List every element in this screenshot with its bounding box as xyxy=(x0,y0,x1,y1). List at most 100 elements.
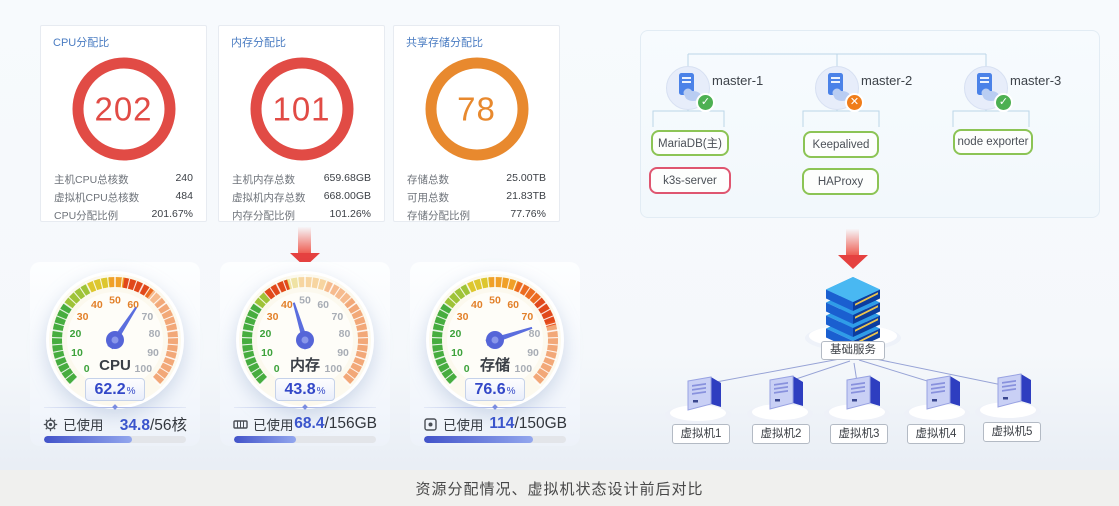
cluster-topology-panel: ✓ master-1 MariaDB(主) k3s-server ✕ maste… xyxy=(640,30,1100,218)
cpu-gauge: 0 10 20 30 40 50 60 70 80 90 100 CPU 62.2% 已使用 34.8… xyxy=(30,262,200,446)
divider xyxy=(44,404,186,410)
donut-ring: 202 xyxy=(72,57,175,161)
svg-text:90: 90 xyxy=(147,347,159,359)
svg-text:50: 50 xyxy=(109,295,121,307)
svg-text:60: 60 xyxy=(507,299,519,311)
service-box: Keepalived xyxy=(803,131,879,158)
vm-topology xyxy=(665,277,1041,425)
card-title: 内存分配比 xyxy=(231,37,286,49)
svg-text:0: 0 xyxy=(464,363,470,375)
storage-icon xyxy=(423,417,438,432)
master-node: ✓ xyxy=(964,66,1013,112)
donut-value: 78 xyxy=(457,90,496,127)
svg-text:70: 70 xyxy=(142,311,154,323)
gauge-percent: 76.6 xyxy=(474,380,506,398)
svg-text:100: 100 xyxy=(325,363,343,375)
svg-text:80: 80 xyxy=(149,328,161,340)
master-server-icon xyxy=(679,73,701,101)
master-name: master-3 xyxy=(1010,73,1062,88)
stat-row: 存储总数 25.00TB xyxy=(407,172,546,186)
usage-progress-bar xyxy=(234,436,376,443)
stat-row: 虚拟机CPU总核数 484 xyxy=(54,190,193,204)
svg-text:40: 40 xyxy=(91,299,103,311)
usage-row: 已使用 114/150GB xyxy=(423,413,567,435)
svg-text:100: 100 xyxy=(135,363,153,375)
vm-label: 虚拟机5 xyxy=(983,422,1041,442)
master-name: master-1 xyxy=(712,73,764,88)
stat-row: 主机内存总数 659.68GB xyxy=(232,172,371,186)
vm-icon xyxy=(846,375,881,410)
service-box: MariaDB(主) xyxy=(651,130,729,156)
vm-label: 虚拟机4 xyxy=(907,424,965,444)
stat-row: 主机CPU总核数 240 xyxy=(54,172,193,186)
vm-icon xyxy=(997,373,1032,408)
server-stack-icon xyxy=(826,277,880,350)
svg-text:90: 90 xyxy=(337,347,349,359)
svg-text:10: 10 xyxy=(71,347,83,359)
svg-text:40: 40 xyxy=(281,299,293,311)
vm-connector-lines xyxy=(699,356,1008,387)
svg-text:90: 90 xyxy=(527,347,539,359)
donut-ring: 78 xyxy=(425,57,528,161)
memory-icon xyxy=(233,417,248,432)
svg-text:80: 80 xyxy=(529,328,541,340)
gauge-value-box: 76.6% xyxy=(465,378,525,401)
svg-text:10: 10 xyxy=(451,347,463,359)
service-box: k3s-server xyxy=(649,167,731,194)
vm-label: 虚拟机2 xyxy=(752,424,810,444)
cpu-allocation-card: CPU分配比 202 主机CPU总核数 240 虚拟机CPU总核数 484 CP… xyxy=(40,25,207,222)
donut-ring: 101 xyxy=(250,57,353,161)
svg-text:50: 50 xyxy=(299,295,311,307)
svg-text:70: 70 xyxy=(332,311,344,323)
svg-text:0: 0 xyxy=(84,363,90,375)
svg-text:内存: 内存 xyxy=(290,356,320,374)
vm-icon xyxy=(769,375,804,410)
status-icon: ✓ xyxy=(696,93,715,112)
status-icon: ✕ xyxy=(845,93,864,112)
usage-row: 已使用 34.8/56核 xyxy=(43,413,187,435)
donut-value: 202 xyxy=(94,90,153,127)
master-server-icon xyxy=(828,73,850,101)
svg-text:20: 20 xyxy=(260,328,272,340)
memory-gauge: 0 10 20 30 40 50 60 70 80 90 100 内存 43.8% 已使用 68.4/… xyxy=(220,262,390,446)
donut-value: 101 xyxy=(272,90,331,127)
usage-progress-bar xyxy=(424,436,566,443)
svg-text:70: 70 xyxy=(522,311,534,323)
usage-progress-bar xyxy=(44,436,186,443)
card-title: 共享存储分配比 xyxy=(406,37,483,49)
usage-row: 已使用 68.4/156GB xyxy=(233,413,377,435)
svg-text:CPU: CPU xyxy=(99,357,131,374)
caption-text: 资源分配情况、虚拟机状态设计前后对比 xyxy=(415,480,704,498)
cpu-icon xyxy=(43,417,58,432)
storage-allocation-card: 共享存储分配比 78 存储总数 25.00TB 可用总数 21.83TB 存储分… xyxy=(393,25,560,222)
svg-text:60: 60 xyxy=(127,299,139,311)
stat-row: 虚拟机内存总数 668.00GB xyxy=(232,190,371,204)
svg-text:50: 50 xyxy=(489,295,501,307)
gauge-percent: 43.8 xyxy=(284,380,316,398)
vm-icon xyxy=(926,375,961,410)
stat-row: 可用总数 21.83TB xyxy=(407,190,546,204)
svg-text:40: 40 xyxy=(471,299,483,311)
svg-text:30: 30 xyxy=(457,311,469,323)
gauge-value-box: 43.8% xyxy=(275,378,335,401)
root-service-label: 基础服务 xyxy=(821,341,885,360)
memory-allocation-card: 内存分配比 101 主机内存总数 659.68GB 虚拟机内存总数 668.00… xyxy=(218,25,385,222)
svg-text:100: 100 xyxy=(515,363,533,375)
svg-text:10: 10 xyxy=(261,347,273,359)
gauge-value-box: 62.2% xyxy=(85,378,145,401)
stat-row: 内存分配比例 101.26% xyxy=(232,208,371,222)
master-node: ✕ xyxy=(815,66,864,112)
svg-text:存储: 存储 xyxy=(480,356,510,374)
caption-bar: 资源分配情况、虚拟机状态设计前后对比 xyxy=(0,470,1119,506)
service-box: node exporter xyxy=(953,129,1033,155)
status-icon: ✓ xyxy=(994,93,1013,112)
divider xyxy=(234,404,376,410)
down-arrow-icon xyxy=(838,229,868,273)
service-box: HAProxy xyxy=(802,168,879,195)
svg-text:30: 30 xyxy=(77,311,89,323)
vm-label: 虚拟机3 xyxy=(830,424,888,444)
